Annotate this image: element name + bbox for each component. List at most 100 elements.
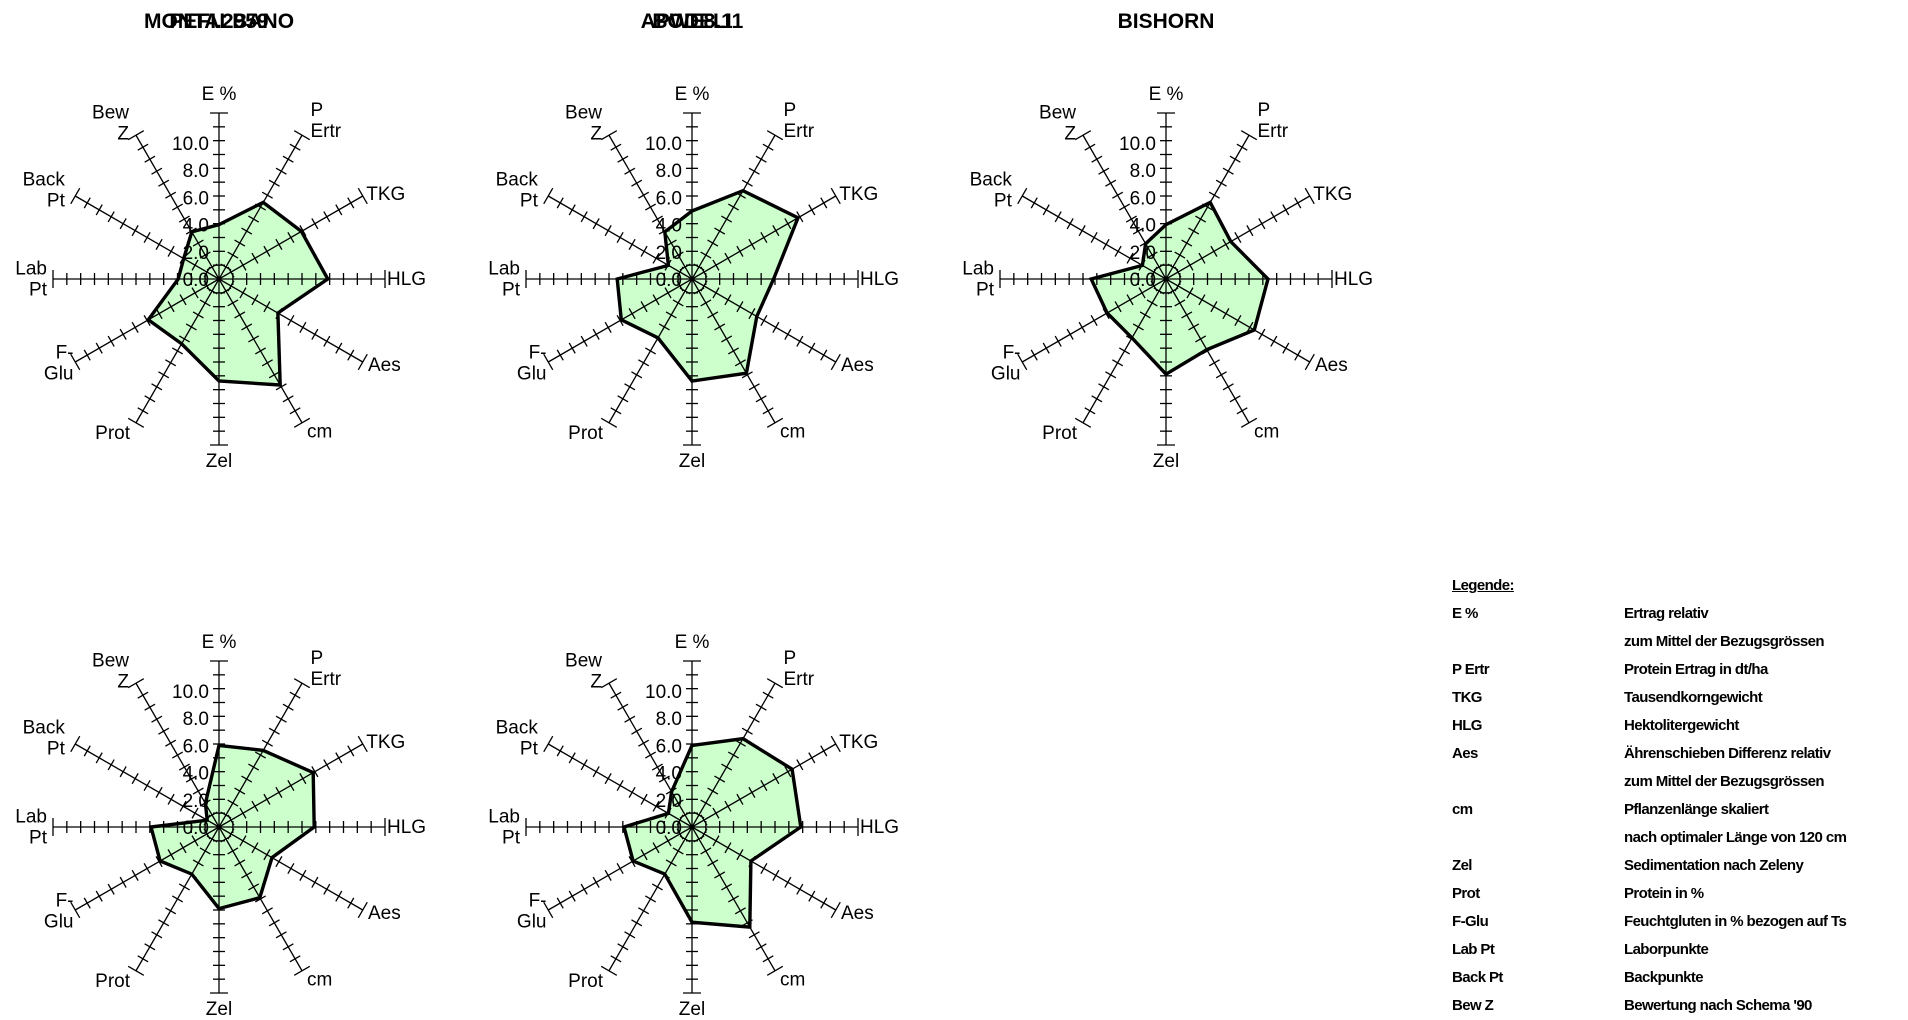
legend-key: F-Glu <box>1452 913 1489 930</box>
axis-tick <box>741 727 753 735</box>
axis-tick <box>762 143 774 151</box>
axis-tick <box>1174 251 1186 259</box>
axis-tick <box>155 786 163 798</box>
legend-desc: Backpunkte <box>1624 969 1704 986</box>
axis-tick <box>137 691 149 699</box>
axis-tick <box>293 130 311 141</box>
axis-tick <box>772 869 780 881</box>
axis-label: Back Pt <box>23 170 66 212</box>
axis-label: Prot <box>95 971 131 992</box>
legend-key: Bew Z <box>1452 997 1494 1014</box>
axis-label: E % <box>1149 84 1184 105</box>
axis-tick <box>107 759 115 771</box>
axis-label: Lab Pt <box>15 807 47 849</box>
axis-tick <box>289 955 301 963</box>
axis-tick <box>600 678 618 689</box>
axis-label: HLG <box>860 817 899 838</box>
axis-tick <box>672 799 684 807</box>
axis-tick <box>268 179 280 187</box>
axis-tick <box>167 849 175 861</box>
axis-tick <box>610 143 622 151</box>
axis-tick <box>254 203 267 211</box>
axis-tick <box>347 349 355 361</box>
legend-key: cm <box>1452 801 1473 818</box>
axis-tick <box>604 773 612 785</box>
axis-tick <box>347 745 355 757</box>
axis-tick <box>119 876 127 888</box>
axis-tick <box>1098 383 1110 391</box>
axis-tick <box>1146 299 1158 307</box>
axis-tick <box>206 811 218 819</box>
axis-tick <box>299 773 307 785</box>
radar-chart: BODELI E % P Ertr TKG HLG Aes cm Zel Prot F-Glu Lab… <box>488 10 899 472</box>
axis-tick <box>712 287 720 299</box>
axis-tick <box>287 779 295 792</box>
legend-row: Zel Sedimentation nach Zeleny <box>1452 852 1908 880</box>
axis-tick <box>600 130 618 141</box>
axis-tick <box>107 211 115 223</box>
axis-tick <box>293 678 311 689</box>
axis-tick <box>268 727 280 735</box>
axis-tick <box>651 335 663 343</box>
radial-tick-label: 2.0 <box>656 243 682 264</box>
axis-tick <box>234 311 246 319</box>
axis-tick <box>638 191 650 199</box>
legend-row: HLG Hektolitergewicht <box>1452 712 1908 740</box>
axis-tick <box>714 323 726 331</box>
axis-tick <box>144 155 156 163</box>
axis-tick <box>1090 231 1098 244</box>
axis-tick <box>568 752 576 764</box>
axis-tick <box>808 204 816 216</box>
axis-tick <box>628 786 636 798</box>
axis-tick <box>95 204 103 216</box>
axis-tick <box>299 321 307 333</box>
axis-tick <box>712 259 720 271</box>
axis-tick <box>1118 347 1131 355</box>
axis-tick <box>658 871 670 879</box>
axis-tick <box>127 678 145 689</box>
axis-tick <box>734 907 746 915</box>
axis-tick <box>171 751 184 759</box>
axis-tick <box>721 215 733 223</box>
axis-tick <box>772 321 780 333</box>
axis-tick <box>760 862 768 875</box>
axis-tick <box>748 383 760 391</box>
axis-tick <box>1146 251 1158 259</box>
axis-tick <box>179 294 187 306</box>
axis-tick <box>640 245 648 257</box>
axis-tick <box>234 787 246 795</box>
axis-tick <box>543 187 554 205</box>
axis-tick <box>131 869 139 881</box>
axis-tick <box>672 251 684 259</box>
axis-label: Bew Z <box>92 103 129 145</box>
axis-label: cm <box>780 969 805 990</box>
axis-label: Zel <box>206 999 232 1016</box>
axis-tick <box>227 799 239 807</box>
axis-tick <box>179 252 187 264</box>
axis-tick <box>556 897 564 909</box>
axis-tick <box>1125 215 1137 223</box>
axis-tick <box>282 703 294 711</box>
axis-tick <box>714 775 726 783</box>
axis-tick <box>239 259 247 271</box>
axis-tick <box>248 335 260 343</box>
axis-label: P Ertr <box>1258 100 1289 142</box>
axis-tick <box>241 227 253 235</box>
axis-tick <box>617 943 629 951</box>
axis-tick <box>1078 321 1086 333</box>
axis-tick <box>1030 197 1038 209</box>
axis-tick <box>727 751 740 759</box>
axis-tick <box>282 155 294 163</box>
axis-tick <box>652 294 660 306</box>
radial-tick-label: 0.0 <box>183 818 209 839</box>
axis-tick <box>1210 301 1218 313</box>
axis-label: Aes <box>841 903 874 924</box>
axis-tick <box>592 328 600 340</box>
axis-tick <box>239 287 247 299</box>
axis-tick <box>714 871 726 879</box>
axis-tick <box>741 919 753 927</box>
radial-tick-label: 4.0 <box>183 764 209 785</box>
axis-tick <box>1054 335 1062 347</box>
axis-tick <box>311 328 319 340</box>
